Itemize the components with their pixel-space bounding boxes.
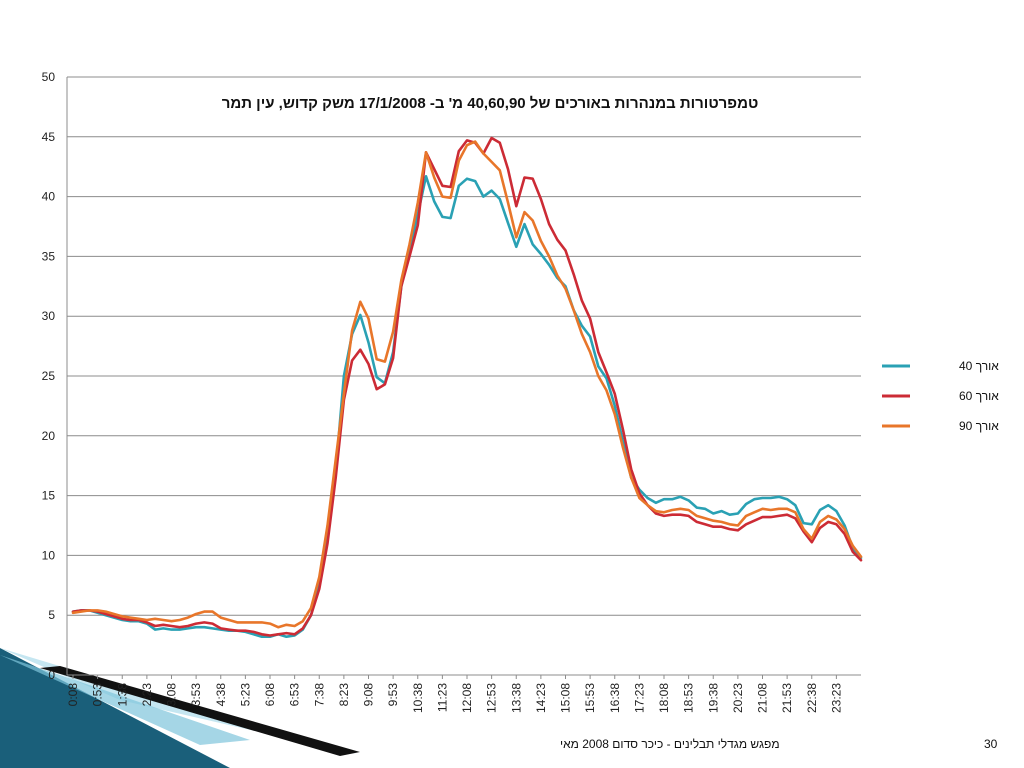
x-tick-label: 18:08 (657, 683, 671, 713)
x-tick-label: 15:08 (559, 683, 573, 713)
x-tick-label: 23:23 (829, 683, 843, 713)
x-tick-label: 12:08 (460, 683, 474, 713)
x-tick-label: 6:08 (263, 683, 277, 707)
x-tick-label: 16:38 (608, 683, 622, 713)
legend: אורך 40 אורך 60 אורך 90 (882, 359, 999, 433)
x-tick-label: 10:38 (411, 683, 425, 713)
x-tick-label: 20:23 (731, 683, 745, 713)
corner-decoration (0, 648, 360, 768)
x-tick-label: 11:23 (435, 683, 449, 712)
x-tick-label: 13:38 (509, 683, 523, 713)
decoration-black-stroke (40, 666, 360, 756)
x-tick-label: 3:53 (189, 683, 203, 707)
decoration-mid-band (0, 655, 250, 745)
y-tick-label: 15 (42, 489, 56, 503)
x-tick-label: 0:53 (91, 683, 105, 707)
y-tick-label: 45 (42, 130, 56, 144)
x-tick-label: 17:23 (632, 683, 646, 713)
x-tick-label: 7:38 (312, 683, 326, 707)
legend-label: אורך 60 (959, 389, 999, 403)
x-tick-label: 3:08 (165, 683, 179, 707)
series-line (71, 140, 863, 629)
y-tick-label: 5 (48, 608, 55, 622)
x-tick-label: 0:08 (66, 683, 80, 707)
x-tick-labels: 0:08 0:53 1:38 2:23 3:08 3:53 4:38 5:23 6:08 6:53… (66, 675, 843, 713)
y-tick-label: 25 (42, 369, 56, 383)
x-tick-label: 8:23 (337, 683, 351, 707)
y-tick-label: 10 (42, 548, 56, 562)
legend-label: אורך 40 (959, 359, 999, 373)
legend-label: אורך 90 (959, 419, 999, 433)
series-line (71, 136, 863, 637)
x-tick-label: 4:38 (214, 683, 228, 707)
x-tick-label: 18:53 (682, 683, 696, 713)
x-tick-label: 5:23 (238, 683, 252, 707)
x-tick-label: 22:38 (805, 683, 819, 713)
y-tick-label: 0 (48, 668, 55, 682)
y-tick-label: 35 (42, 249, 56, 263)
axes (66, 77, 861, 676)
y-tick-label: 40 (42, 190, 56, 204)
x-tick-label: 9:53 (386, 683, 400, 707)
y-tick-label: 50 (42, 70, 56, 84)
x-tick-label: 19:38 (706, 683, 720, 713)
series-lines (71, 136, 863, 639)
x-tick-label: 21:08 (756, 683, 770, 713)
y-tick-label: 20 (42, 429, 56, 443)
y-tick-label: 30 (42, 309, 56, 323)
x-tick-label: 6:53 (288, 683, 302, 707)
series-line (71, 175, 863, 639)
y-tick-labels: 0 5 10 15 20 25 30 35 40 45 50 (42, 70, 56, 682)
x-tick-label: 15:53 (583, 683, 597, 713)
chart-title: טמפרטורות במנהרות באורכים של 40,60,90 מ'… (222, 95, 759, 112)
x-tick-label: 2:23 (140, 683, 154, 707)
page-number: 30 (984, 737, 998, 751)
x-tick-label: 12:53 (485, 683, 499, 713)
gridlines (67, 76, 861, 676)
x-tick-label: 9:08 (362, 683, 376, 707)
x-tick-label: 14:23 (534, 683, 548, 713)
footer-text: מפגש מגדלי תבלינים - כיכר סדום 2008 מאי (560, 737, 780, 751)
x-tick-label: 1:38 (115, 683, 129, 707)
x-tick-label: 21:53 (780, 683, 794, 713)
